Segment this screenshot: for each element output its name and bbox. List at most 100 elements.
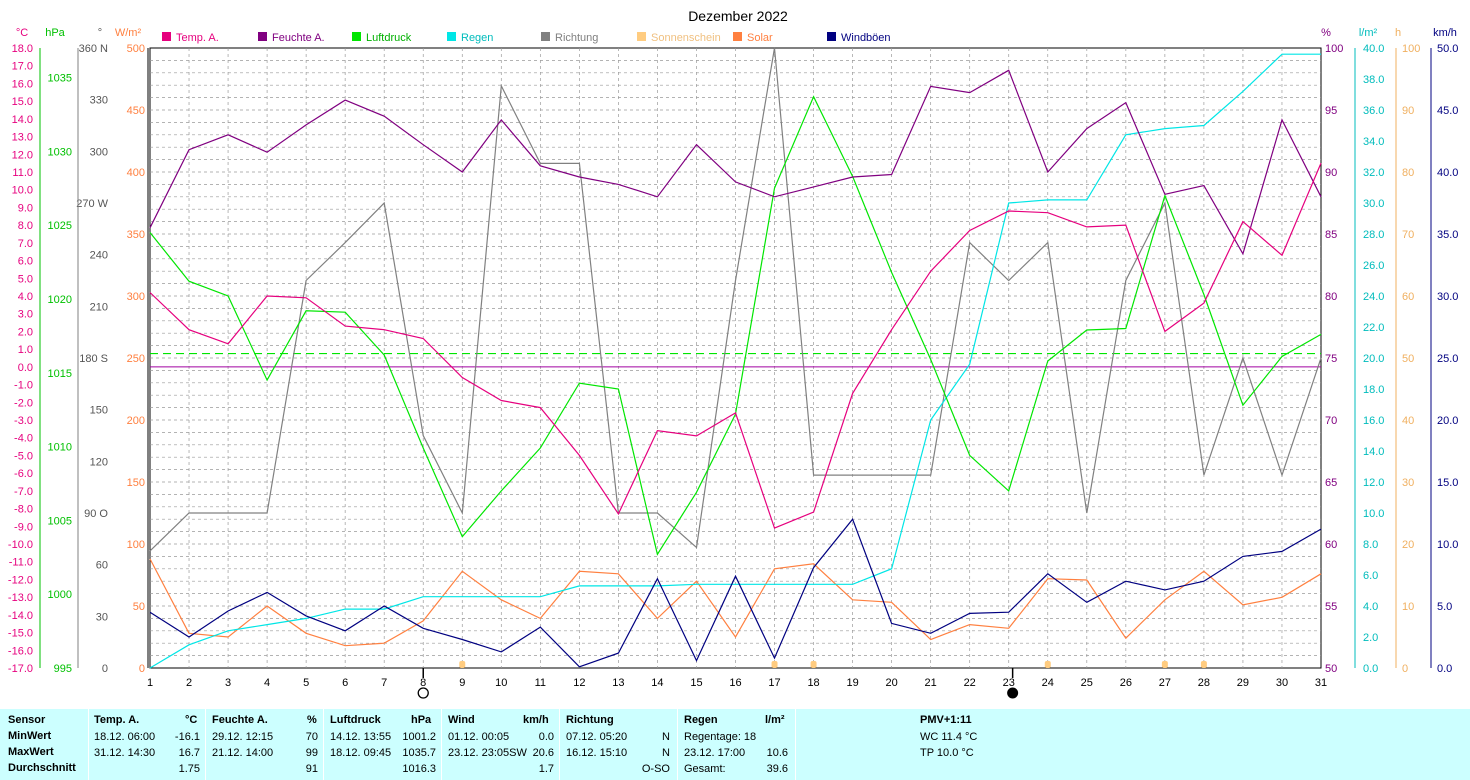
gust-tick-label: 40.0 xyxy=(1437,167,1458,179)
stats-wind-min-value: 0.0 xyxy=(538,731,554,743)
legend-swatch xyxy=(352,32,361,41)
day-tick-label: 7 xyxy=(381,677,387,689)
stats-rain-total-label: Gesamt: xyxy=(684,763,726,775)
series-line-gust xyxy=(149,518,1322,668)
sunshine-marker xyxy=(810,661,817,668)
sunshine-tick-label: 0 xyxy=(1402,663,1408,675)
temp-tick-label: 2.0 xyxy=(18,326,33,338)
humidity-tick-label: 95 xyxy=(1325,105,1337,117)
day-tick-label: 26 xyxy=(1120,677,1132,689)
solar-tick-label: 100 xyxy=(127,539,145,551)
stats-temp-min-time: 18.12. 06:00 xyxy=(94,731,156,743)
stats-temp-min-value: -16.1 xyxy=(174,731,200,743)
temp-tick-label: -3.0 xyxy=(14,415,33,427)
pressure-tick-label: 1020 xyxy=(48,294,72,306)
temp-tick-label: -8.0 xyxy=(14,504,33,516)
humidity-tick-label: 70 xyxy=(1325,415,1337,427)
stats-press-min-value: 1001.2 xyxy=(402,731,436,743)
rain-tick-label: 0.0 xyxy=(1363,663,1378,675)
rain-tick-label: 34.0 xyxy=(1363,136,1384,148)
stats-hum-unit: % xyxy=(307,714,317,726)
sunshine-tick-label: 40 xyxy=(1402,415,1414,427)
temp-tick-label: -12.0 xyxy=(8,574,33,586)
gust-tick-label: 10.0 xyxy=(1437,539,1458,551)
temp-tick-label: 10.0 xyxy=(12,185,33,197)
humidity-tick-label: 85 xyxy=(1325,229,1337,241)
rain-tick-label: 40.0 xyxy=(1363,43,1384,55)
series-group xyxy=(149,47,1322,669)
gust-tick-label: 5.0 xyxy=(1437,601,1452,613)
sunshine-marker xyxy=(459,661,466,668)
solar-tick-label: 50 xyxy=(133,601,145,613)
gust-tick-label: 30.0 xyxy=(1437,291,1458,303)
legend-label: Sonnenschein xyxy=(651,32,721,44)
pressure-tick-label: 1030 xyxy=(48,146,72,158)
stats-rain-max-value: 10.6 xyxy=(766,747,788,759)
rain-tick-label: 36.0 xyxy=(1363,105,1384,117)
gust-tick-label: 20.0 xyxy=(1437,415,1458,427)
day-tick-label: 3 xyxy=(225,677,231,689)
temp-tick-label: 18.0 xyxy=(12,43,33,55)
stats-wind-avg: 1.7 xyxy=(538,763,554,775)
stats-rain-unit: l/m² xyxy=(765,714,785,726)
unit-label-direction: ° xyxy=(98,27,102,39)
legend-label: Richtung xyxy=(555,32,598,44)
humidity-tick-label: 55 xyxy=(1325,601,1337,613)
legend-swatch xyxy=(733,32,742,41)
sunshine-tick-label: 80 xyxy=(1402,167,1414,179)
stats-dir-min-time: 07.12. 05:20 xyxy=(566,731,628,743)
direction-tick-label: 240 xyxy=(90,250,108,262)
new-moon-icon xyxy=(1007,687,1019,699)
day-tick-label: 30 xyxy=(1276,677,1288,689)
rain-tick-label: 10.0 xyxy=(1363,508,1384,520)
solar-tick-label: 0 xyxy=(139,663,145,675)
rain-tick-label: 28.0 xyxy=(1363,229,1384,241)
chart-legend: Temp. A. Feuchte A. Luftdruck Regen Richtung… xyxy=(162,32,891,44)
sunshine-tick-label: 60 xyxy=(1402,291,1414,303)
stats-windchill: WC 11.4 °C xyxy=(920,731,978,743)
stats-dewpoint: TP 10.0 °C xyxy=(920,747,974,759)
solar-tick-label: 250 xyxy=(127,353,145,365)
pressure-tick-label: 1010 xyxy=(48,442,72,454)
sunshine-marker xyxy=(771,661,778,668)
direction-tick-label: 300 xyxy=(90,146,108,158)
stats-hum-header: Feuchte A. xyxy=(212,714,268,726)
day-tick-label: 10 xyxy=(495,677,507,689)
stats-rain-max-time: 23.12. 17:00 xyxy=(684,747,746,759)
stats-hum-min-value: 70 xyxy=(305,731,318,743)
day-tick-label: 25 xyxy=(1081,677,1093,689)
temp-tick-label: 0.0 xyxy=(18,362,33,374)
temp-tick-label: 7.0 xyxy=(18,238,33,250)
day-tick-label: 1 xyxy=(147,677,153,689)
temp-tick-label: -2.0 xyxy=(14,397,33,409)
sunshine-tick-label: 50 xyxy=(1402,353,1414,365)
temp-tick-label: -4.0 xyxy=(14,433,33,445)
solar-tick-label: 400 xyxy=(127,167,145,179)
stats-wind-header: Wind xyxy=(448,714,475,726)
stats-rain-days: Regentage: 18 xyxy=(684,731,757,743)
stats-wind-unit: km/h xyxy=(523,714,549,726)
stats-dir-max-value: N xyxy=(662,747,670,759)
legend-label: Solar xyxy=(747,32,773,44)
direction-tick-label: 90 O xyxy=(84,508,108,520)
legend-label: Temp. A. xyxy=(176,32,219,44)
day-tick-label: 29 xyxy=(1237,677,1249,689)
day-tick-label: 21 xyxy=(925,677,937,689)
gust-tick-label: 0.0 xyxy=(1437,663,1452,675)
rain-tick-label: 26.0 xyxy=(1363,260,1384,272)
day-tick-label: 20 xyxy=(886,677,898,689)
series-line-direction xyxy=(149,47,1322,552)
series-line-solar xyxy=(149,558,1322,647)
temp-tick-label: -17.0 xyxy=(8,663,33,675)
humidity-tick-label: 90 xyxy=(1325,167,1337,179)
temp-tick-label: 11.0 xyxy=(12,167,33,179)
temp-tick-label: 14.0 xyxy=(12,114,33,126)
stats-hum-min-time: 29.12. 12:15 xyxy=(212,731,274,743)
pressure-tick-label: 1035 xyxy=(48,73,72,85)
stats-rain-header: Regen xyxy=(684,714,718,726)
sunshine-tick-label: 90 xyxy=(1402,105,1414,117)
temp-tick-label: -7.0 xyxy=(14,486,33,498)
temp-tick-label: -5.0 xyxy=(14,450,33,462)
day-tick-label: 28 xyxy=(1198,677,1210,689)
stats-temp-max-value: 16.7 xyxy=(178,747,200,759)
